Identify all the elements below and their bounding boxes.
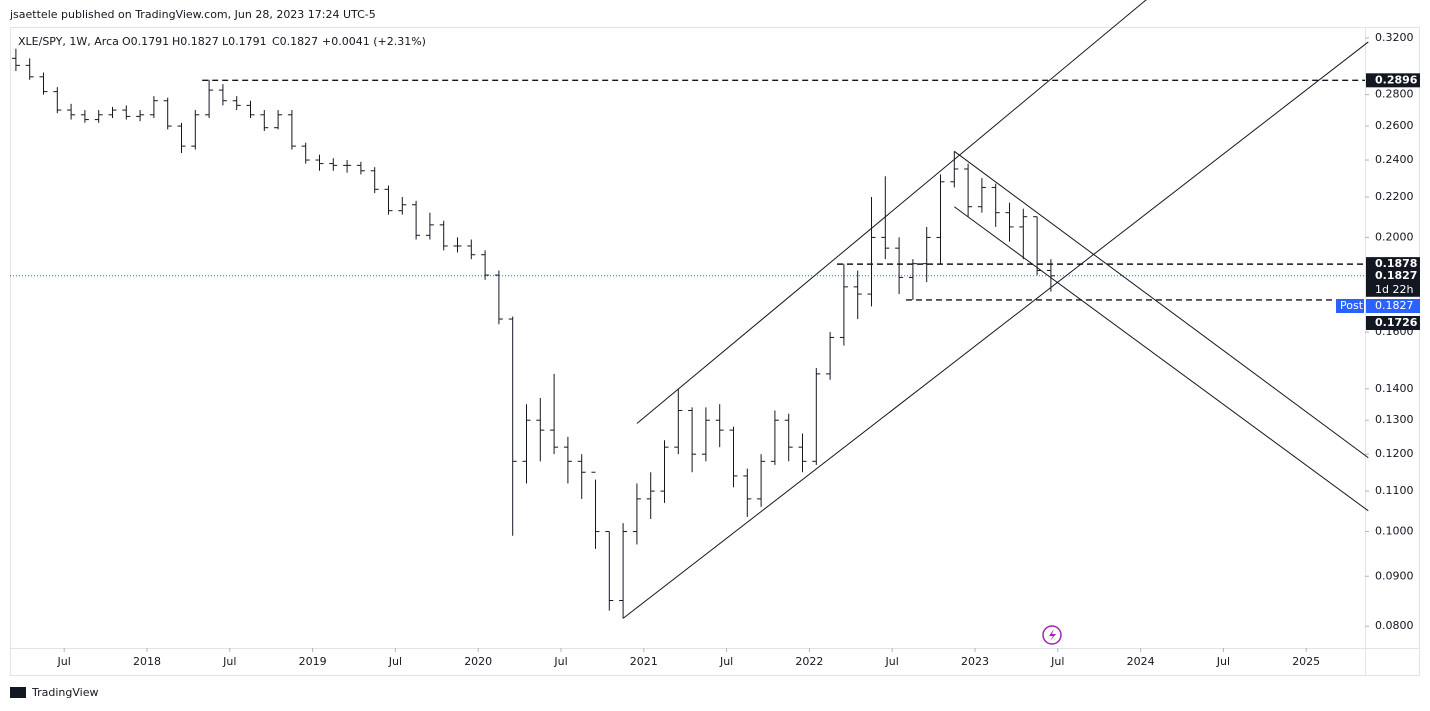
trend-line [636, 0, 1147, 424]
x-tick-label: 2022 [795, 655, 823, 668]
x-tick-label: 2019 [299, 655, 327, 668]
y-tick-label: 0.3200 [1375, 31, 1414, 44]
event-icon[interactable] [1042, 625, 1062, 645]
trend-line [954, 206, 1369, 512]
y-tick-label: 0.2600 [1375, 119, 1414, 132]
y-tick-label: 0.1300 [1375, 413, 1414, 426]
post-tag: Post [1340, 299, 1364, 312]
x-tick-label: Jul [222, 655, 236, 668]
x-tick-label: Jul [1050, 655, 1064, 668]
last-price-label-sub: 1d 22h [1375, 283, 1413, 296]
x-tick-label: 2020 [464, 655, 492, 668]
x-tick-label: 2025 [1292, 655, 1320, 668]
post-price: 0.1827 [1375, 299, 1414, 312]
y-tick-label: 0.1200 [1375, 447, 1414, 460]
y-tick-label: 0.2400 [1375, 153, 1414, 166]
logo [10, 687, 26, 698]
event-icon-bolt [1049, 629, 1056, 641]
open-value: O0.1791 [122, 35, 169, 48]
trend-line [954, 150, 1369, 459]
level-label-box [1366, 257, 1420, 272]
high-value: H0.1827 [172, 35, 219, 48]
post-tag-box [1336, 299, 1364, 313]
x-tick-label: Jul [885, 655, 899, 668]
level-label: 0.1726 [1375, 316, 1418, 329]
last-price-label: 0.1827 [1375, 269, 1417, 282]
y-tick-label: 0.2000 [1375, 230, 1414, 243]
x-tick-label: Jul [388, 655, 402, 668]
x-tick-label: 2024 [1127, 655, 1155, 668]
symbol: XLE/SPY, 1W, Arca [18, 35, 119, 48]
post-price-box [1366, 299, 1420, 313]
x-tick-label: Jul [57, 655, 71, 668]
x-tick-label: Jul [1216, 655, 1230, 668]
level-label-box [1366, 316, 1420, 330]
x-tick-label: Jul [719, 655, 733, 668]
last-price-label-box [1366, 268, 1420, 297]
level-label: 0.1878 [1375, 257, 1417, 270]
frame [10, 27, 1420, 676]
x-tick-label: Jul [553, 655, 567, 668]
y-tick-label: 0.2800 [1375, 88, 1414, 101]
change-value: +0.0041 (+2.31%) [322, 35, 426, 48]
y-tick-label: 0.2200 [1375, 190, 1414, 203]
x-tick-label: 2021 [630, 655, 658, 668]
y-tick-label: 0.1400 [1375, 382, 1414, 395]
x-tick-label: 2018 [133, 655, 161, 668]
x-tick-label: 2023 [961, 655, 989, 668]
published: jsaettele published on TradingView.com, … [9, 8, 376, 21]
y-tick-label: 0.1100 [1375, 484, 1414, 497]
y-tick-label: 0.0800 [1375, 619, 1414, 632]
y-tick-label: 0.0900 [1375, 569, 1414, 582]
trend-line [622, 41, 1369, 619]
level-label-box [1366, 73, 1420, 88]
level-label: 0.2896 [1375, 73, 1418, 86]
close-value: C0.1827 [272, 35, 318, 48]
footer: TradingView [31, 686, 98, 699]
y-tick-label: 0.1000 [1375, 525, 1414, 538]
low-value: L0.1791 [222, 35, 267, 48]
